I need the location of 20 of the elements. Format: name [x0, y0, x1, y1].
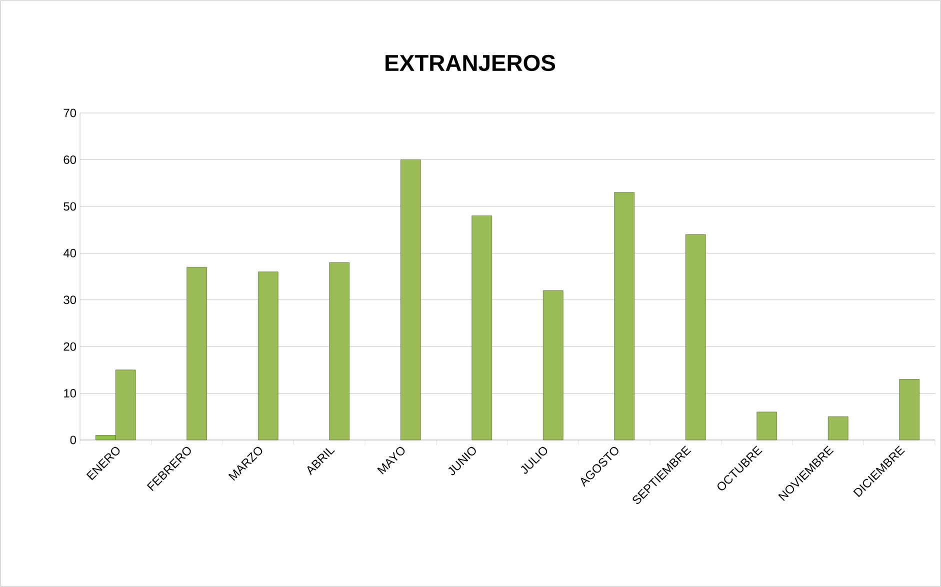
- bar: [756, 412, 778, 440]
- y-tick-label: 50: [64, 202, 76, 211]
- y-tick-label: 40: [63, 248, 76, 258]
- bar: [685, 234, 706, 440]
- y-tick-label: 70: [64, 108, 76, 118]
- bar: [400, 160, 421, 440]
- bar: [472, 216, 492, 440]
- y-tick-label: 20: [64, 342, 76, 351]
- bar: [258, 272, 278, 440]
- bar: [542, 290, 564, 440]
- bar: [329, 262, 350, 440]
- y-tick-label: 30: [64, 296, 76, 304]
- chart-title: EXTRANJEROS: [386, 54, 556, 72]
- bar: [614, 192, 635, 440]
- bar: [899, 379, 920, 440]
- y-tick-label: 60: [64, 155, 76, 164]
- y-tick-label: 10: [64, 389, 76, 398]
- bar: [186, 266, 208, 440]
- bar: [828, 416, 848, 440]
- y-tick-label: 0: [70, 436, 76, 444]
